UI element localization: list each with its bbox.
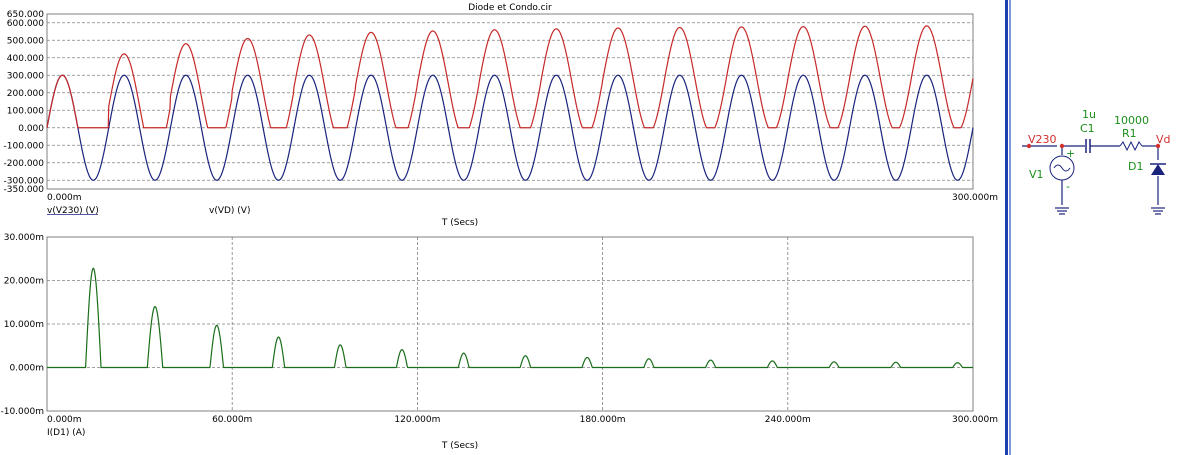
voltage-y-tick: 650.000 [7, 10, 44, 20]
current-y-tick: 20.000m [4, 277, 44, 287]
resistor-icon[interactable] [1119, 140, 1143, 152]
window-divider[interactable] [1005, 0, 1011, 455]
divider-bar-edge [1009, 0, 1011, 455]
voltage-plot-grid [47, 22, 973, 181]
current-plot-grid [47, 237, 973, 411]
node-vd[interactable] [1155, 143, 1161, 149]
series-vd-line [46, 25, 974, 129]
current-x-tick: 240.000m [765, 415, 811, 425]
sign-plus: + [1066, 147, 1075, 160]
voltage-y-tick: 600.000 [7, 19, 44, 29]
current-x-tick: 0.000m [47, 415, 82, 425]
label-r1: R1 [1122, 127, 1137, 140]
current-x-tick: 120.000m [394, 415, 440, 425]
plot-title: Diode et Condo.cir [468, 3, 552, 13]
voltage-y-tick: 300.000 [7, 71, 44, 81]
current-x-label: T (Secs) [441, 441, 478, 451]
legend-vd[interactable]: v(VD) (V) [209, 206, 250, 216]
net-label-vd: Vd [1156, 133, 1171, 146]
label-v1: V1 [1029, 168, 1044, 181]
voltage-y-tick: 100.000 [7, 106, 44, 116]
voltage-y-tick: -350.000 [4, 185, 45, 195]
sine-wave-icon [1053, 164, 1071, 172]
divider-bar [1005, 0, 1008, 455]
circuit-schematic[interactable]: V230 Vd V1 + - 1u C1 10000 R1 D1 [1022, 108, 1171, 215]
current-x-axis: 0.000m 60.000m 120.000m 180.000m 240.000m 300… [47, 415, 998, 425]
current-x-tick: 60.000m [212, 415, 252, 425]
voltage-y-tick: -100.000 [4, 141, 45, 151]
series-id1-line [47, 267, 973, 369]
label-d1: D1 [1128, 160, 1143, 173]
voltage-x-label: T (Secs) [441, 218, 478, 228]
diode-icon[interactable] [1151, 164, 1165, 175]
label-r1-value: 10000 [1114, 114, 1149, 127]
current-y-tick: -10.000m [0, 407, 44, 417]
legend-id1[interactable]: I(D1) (A) [47, 428, 85, 438]
current-y-axis: 30.000m 20.000m 10.000m 0.000m -10.000m [0, 233, 44, 417]
current-y-tick: 30.000m [4, 233, 44, 243]
voltage-x-tick-0: 0.000m [47, 193, 82, 203]
voltage-y-tick: 500.000 [7, 36, 44, 46]
label-c1-value: 1u [1082, 108, 1096, 121]
current-x-tick: 180.000m [580, 415, 626, 425]
node-junction[interactable] [1059, 143, 1065, 149]
net-label-v230: V230 [1028, 133, 1057, 146]
voltage-y-tick: 400.000 [7, 54, 44, 64]
node-v230[interactable] [1026, 143, 1032, 149]
current-x-tick: 300.000m [952, 415, 998, 425]
voltage-plot-frame [46, 13, 974, 190]
current-y-tick: 0.000m [9, 364, 44, 374]
voltage-y-tick: -300.000 [4, 176, 45, 186]
voltage-source-icon[interactable] [1049, 155, 1075, 181]
voltage-y-tick: 200.000 [7, 89, 44, 99]
current-y-tick: 10.000m [4, 320, 44, 330]
legend-v230[interactable]: v(V230) (V) [47, 206, 99, 216]
label-c1: C1 [1080, 122, 1095, 135]
series-v230-line [46, 74, 974, 181]
voltage-y-tick: -200.000 [4, 159, 45, 169]
sign-minus: - [1066, 180, 1070, 193]
schematic-wires [1022, 145, 1165, 215]
voltage-x-tick-1: 300.000m [952, 193, 998, 203]
voltage-y-tick: 0.000 [18, 124, 44, 134]
